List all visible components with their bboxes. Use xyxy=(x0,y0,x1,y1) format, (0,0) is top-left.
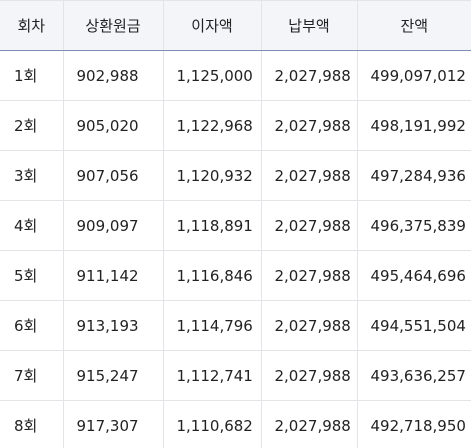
cell-balance: 493,636,257 xyxy=(357,350,471,401)
cell-balance: 492,718,950 xyxy=(357,400,471,448)
cell-balance: 495,464,696 xyxy=(357,250,471,301)
cell-interest: 1,116,846 xyxy=(163,250,262,301)
cell-principal: 902,988 xyxy=(63,50,164,101)
cell-interest: 1,120,932 xyxy=(163,150,262,201)
table-body: 1회 902,988 1,125,000 2,027,988 499,097,0… xyxy=(0,50,471,448)
table-row: 1회 902,988 1,125,000 2,027,988 499,097,0… xyxy=(0,50,471,101)
cell-round: 1회 xyxy=(0,50,64,101)
cell-balance: 498,191,992 xyxy=(357,100,471,151)
cell-balance: 496,375,839 xyxy=(357,200,471,251)
cell-round: 8회 xyxy=(0,400,64,448)
cell-payment: 2,027,988 xyxy=(261,300,358,351)
cell-round: 7회 xyxy=(0,350,64,401)
table-row: 6회 913,193 1,114,796 2,027,988 494,551,5… xyxy=(0,300,471,351)
cell-interest: 1,125,000 xyxy=(163,50,262,101)
header-balance: 잔액 xyxy=(357,0,471,51)
cell-payment: 2,027,988 xyxy=(261,250,358,301)
cell-payment: 2,027,988 xyxy=(261,150,358,201)
table-row: 2회 905,020 1,122,968 2,027,988 498,191,9… xyxy=(0,100,471,151)
header-row: 회차 상환원금 이자액 납부액 잔액 xyxy=(0,0,471,51)
cell-principal: 911,142 xyxy=(63,250,164,301)
cell-payment: 2,027,988 xyxy=(261,350,358,401)
cell-payment: 2,027,988 xyxy=(261,50,358,101)
cell-round: 4회 xyxy=(0,200,64,251)
table-row: 7회 915,247 1,112,741 2,027,988 493,636,2… xyxy=(0,350,471,401)
table-row: 8회 917,307 1,110,682 2,027,988 492,718,9… xyxy=(0,400,471,448)
cell-principal: 913,193 xyxy=(63,300,164,351)
cell-balance: 494,551,504 xyxy=(357,300,471,351)
cell-principal: 905,020 xyxy=(63,100,164,151)
cell-payment: 2,027,988 xyxy=(261,200,358,251)
cell-principal: 907,056 xyxy=(63,150,164,201)
cell-interest: 1,118,891 xyxy=(163,200,262,251)
cell-round: 5회 xyxy=(0,250,64,301)
cell-balance: 497,284,936 xyxy=(357,150,471,201)
cell-principal: 909,097 xyxy=(63,200,164,251)
cell-balance: 499,097,012 xyxy=(357,50,471,101)
cell-payment: 2,027,988 xyxy=(261,400,358,448)
cell-payment: 2,027,988 xyxy=(261,100,358,151)
table-row: 3회 907,056 1,120,932 2,027,988 497,284,9… xyxy=(0,150,471,201)
cell-interest: 1,122,968 xyxy=(163,100,262,151)
cell-interest: 1,114,796 xyxy=(163,300,262,351)
cell-interest: 1,110,682 xyxy=(163,400,262,448)
cell-round: 6회 xyxy=(0,300,64,351)
header-payment: 납부액 xyxy=(261,0,358,51)
cell-interest: 1,112,741 xyxy=(163,350,262,401)
table-row: 5회 911,142 1,116,846 2,027,988 495,464,6… xyxy=(0,250,471,301)
header-round: 회차 xyxy=(0,0,64,51)
table-row: 4회 909,097 1,118,891 2,027,988 496,375,8… xyxy=(0,200,471,251)
header-interest: 이자액 xyxy=(163,0,262,51)
cell-round: 2회 xyxy=(0,100,64,151)
table-header: 회차 상환원금 이자액 납부액 잔액 xyxy=(0,0,471,51)
cell-round: 3회 xyxy=(0,150,64,201)
cell-principal: 915,247 xyxy=(63,350,164,401)
cell-principal: 917,307 xyxy=(63,400,164,448)
header-principal: 상환원금 xyxy=(63,0,164,51)
